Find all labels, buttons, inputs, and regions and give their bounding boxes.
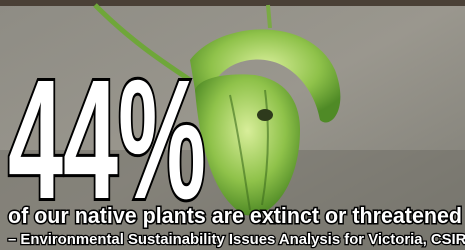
poster: 44% of our native plants are extinct or … xyxy=(0,0,465,250)
headline-statement: of our native plants are extinct or thre… xyxy=(8,203,462,228)
page: {"headline": {"figure": "44%", "statemen… xyxy=(0,0,465,250)
source-line: – Environmental Sustainability Issues An… xyxy=(8,231,465,248)
